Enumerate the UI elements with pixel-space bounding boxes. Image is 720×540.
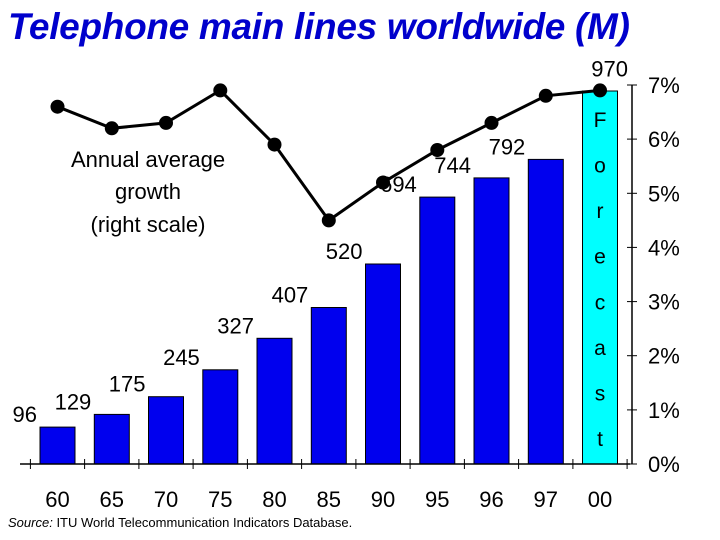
bar-value-label: 96 bbox=[13, 402, 37, 427]
annotation-line-1: Annual average bbox=[71, 147, 225, 172]
growth-marker bbox=[267, 137, 282, 152]
x-tick-label: 00 bbox=[588, 487, 612, 512]
x-tick-label: 80 bbox=[262, 487, 286, 512]
right-tick-label: 1% bbox=[648, 398, 680, 423]
bar bbox=[202, 369, 239, 465]
forecast-letter: F bbox=[594, 109, 607, 132]
forecast-bar bbox=[582, 90, 618, 465]
x-tick-label: 75 bbox=[208, 487, 232, 512]
bar bbox=[419, 196, 456, 465]
forecast-letter: s bbox=[595, 382, 606, 405]
bar-value-label: 694 bbox=[380, 172, 417, 197]
axes-layer: 0% 1% 2% 3% 4% 5% 6% 7% bbox=[20, 73, 680, 477]
x-tick-label: 65 bbox=[100, 487, 124, 512]
x-tick-label: 90 bbox=[371, 487, 395, 512]
annotation-line-3: (right scale) bbox=[91, 212, 206, 237]
bar bbox=[365, 263, 401, 465]
forecast-letter: e bbox=[594, 246, 606, 269]
x-tick-label: 96 bbox=[479, 487, 503, 512]
x-tick-label: 60 bbox=[45, 487, 69, 512]
bar bbox=[527, 158, 564, 465]
forecast-letter: a bbox=[594, 337, 606, 360]
bar-value-label: 407 bbox=[272, 283, 309, 308]
bar-value-label: 792 bbox=[489, 134, 526, 159]
source-note: Source: ITU World Telecommunication Indi… bbox=[8, 515, 352, 530]
right-tick-label: 0% bbox=[648, 452, 680, 477]
bar bbox=[256, 337, 293, 465]
growth-marker bbox=[376, 175, 390, 190]
bar bbox=[473, 177, 510, 465]
growth-line-layer bbox=[50, 83, 607, 228]
bar bbox=[148, 396, 184, 465]
source-text: ITU World Telecommunication Indicators D… bbox=[56, 515, 353, 530]
growth-marker bbox=[159, 115, 173, 130]
growth-marker bbox=[321, 213, 336, 228]
annotation-line-2: growth bbox=[115, 179, 181, 204]
labels-layer: 96 60 129 65 175 70 245 75 327 80 407 85 520 90 694 95 7… bbox=[13, 56, 628, 512]
right-tick-label: 4% bbox=[648, 235, 680, 260]
bars-layer bbox=[39, 90, 618, 465]
source-label: Source: bbox=[8, 515, 53, 530]
bar-value-label: 970 bbox=[591, 56, 628, 81]
x-tick-label: 70 bbox=[154, 487, 178, 512]
forecast-letter: r bbox=[597, 200, 604, 223]
right-tick-label: 5% bbox=[648, 181, 680, 206]
growth-marker bbox=[484, 115, 499, 130]
bar bbox=[93, 413, 130, 465]
x-tick-label: 85 bbox=[317, 487, 341, 512]
bar-value-label: 175 bbox=[109, 372, 146, 397]
growth-marker bbox=[538, 88, 553, 103]
x-tick-label: 95 bbox=[425, 487, 449, 512]
right-tick-label: 2% bbox=[648, 344, 680, 369]
chart-title: Telephone main lines worldwide (M) bbox=[8, 6, 630, 47]
bar-value-label: 129 bbox=[55, 389, 92, 414]
bar bbox=[310, 307, 347, 465]
bar-value-label: 744 bbox=[434, 153, 471, 178]
forecast-letter: o bbox=[594, 155, 606, 178]
forecast-letter: c bbox=[595, 291, 606, 314]
growth-marker bbox=[213, 83, 228, 98]
bar-value-label: 327 bbox=[217, 313, 254, 338]
growth-marker bbox=[593, 83, 607, 98]
growth-marker bbox=[104, 121, 119, 136]
growth-marker bbox=[50, 99, 65, 114]
right-tick-label: 6% bbox=[648, 127, 680, 152]
forecast-letter: t bbox=[597, 428, 603, 451]
right-tick-label: 7% bbox=[648, 73, 680, 98]
x-tick-label: 97 bbox=[534, 487, 558, 512]
bar-value-label: 520 bbox=[326, 239, 363, 264]
right-tick-label: 3% bbox=[648, 290, 680, 315]
bar bbox=[39, 426, 76, 465]
bar-value-label: 245 bbox=[163, 345, 200, 370]
growth-marker bbox=[430, 143, 445, 157]
